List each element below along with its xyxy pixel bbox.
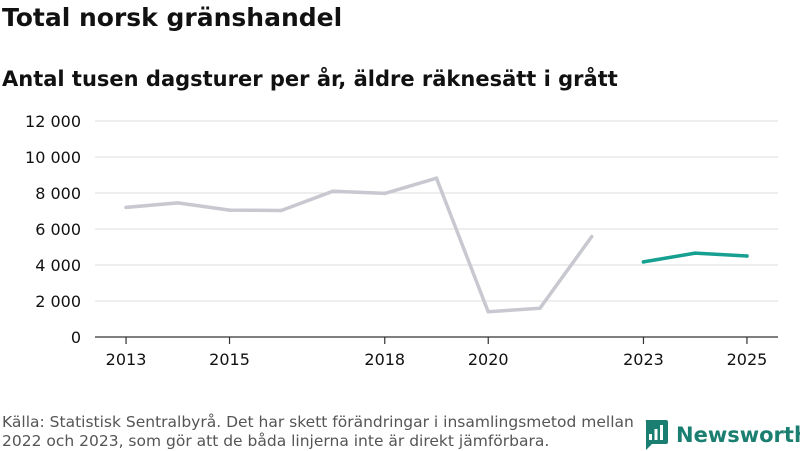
brand-name: Newsworthy [676,423,800,447]
x-tick-label-2018: 2018 [364,350,405,369]
brand-logo: Newsworthy [644,420,800,450]
series-line-0 [124,176,594,314]
gridlines [95,120,778,338]
chart-subtitle: Antal tusen dagsturer per år, äldre räkn… [2,67,618,91]
data-point-2018-s0 [383,191,387,196]
series-lines [124,176,749,314]
newsworthy-logo-icon [645,420,668,450]
y-tick-label-2000: 2 000 [35,292,81,311]
data-point-2017-s0 [331,189,335,193]
source-footnote: Källa: Statistisk Sentralbyrå. Det har s… [2,413,634,450]
chart-title: Total norsk gränshandel [2,3,343,32]
data-point-2014-s0 [176,201,180,205]
data-point-2023-s1 [641,260,646,264]
x-tick-label-2023: 2023 [623,350,664,369]
data-point-2021-s0 [538,306,542,310]
data-point-2013-s0 [124,205,128,210]
data-point-2024-s1 [693,251,697,255]
data-point-2022-s0 [590,234,594,239]
x-tick-label-2020: 2020 [468,350,509,369]
y-tick-label-0: 0 [71,328,81,347]
x-axis-ticks: 2013 2015 2018 2020 2023 2025 [106,337,768,369]
y-tick-label-4000: 4 000 [35,256,81,275]
y-tick-label-12000: 12 000 [25,112,81,131]
y-tick-label-10000: 10 000 [25,148,81,167]
y-tick-label-6000: 6 000 [35,220,81,239]
x-tick-label-2015: 2015 [209,350,250,369]
data-point-2016-s0 [279,208,283,213]
y-tick-label-8000: 8 000 [35,184,81,203]
x-tick-label-2013: 2013 [106,350,147,369]
data-point-2020-s0 [486,310,490,314]
data-point-2015-s0 [227,208,232,212]
y-axis-ticks: 0 2 000 4 000 6 000 8 000 10 000 12 000 [25,112,81,347]
data-point-2025-s1 [745,254,749,258]
x-tick-label-2025: 2025 [727,350,768,369]
data-point-2019-s0 [434,176,439,180]
